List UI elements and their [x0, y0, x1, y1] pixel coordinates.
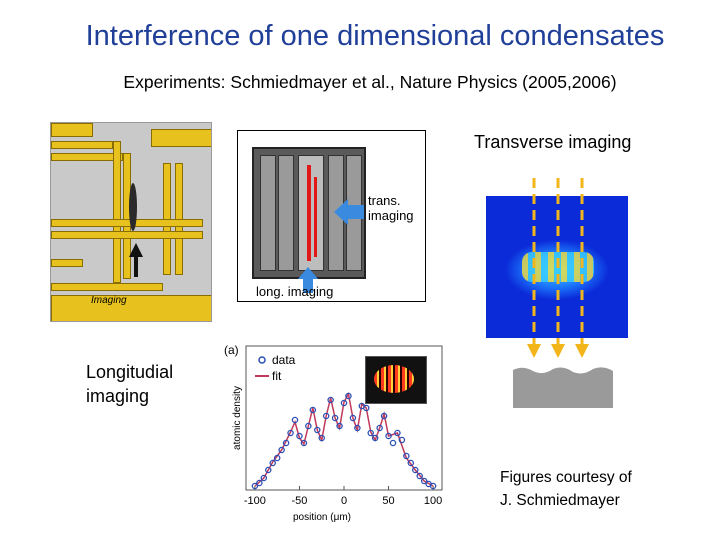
chip-wire	[113, 141, 121, 283]
panel-label: (a)	[224, 343, 239, 357]
legend-fit-label: fit	[272, 369, 282, 383]
slide-title: Interference of one dimensional condensa…	[85, 20, 665, 52]
longitudinal-fringe-inset	[365, 356, 427, 404]
density-profile-chart: (a) atomic density position (μm) -100 -50…	[224, 343, 443, 523]
data-point	[398, 436, 406, 444]
y-axis-label: atomic density	[232, 386, 243, 450]
data-point	[282, 439, 290, 447]
data-point	[336, 422, 343, 430]
data-point	[389, 439, 397, 447]
data-point	[318, 434, 325, 442]
data-point	[403, 452, 410, 460]
data-point	[327, 396, 334, 404]
data-point	[429, 482, 437, 490]
x-axis-label: position (μm)	[293, 512, 351, 523]
data-point	[287, 429, 294, 437]
x-tick-label: -50	[292, 495, 308, 507]
intensity-profile	[513, 365, 613, 408]
data-point	[376, 424, 383, 432]
legend-data-marker	[258, 356, 266, 364]
arrow-shaft	[348, 205, 364, 219]
data-point	[260, 474, 268, 482]
chip-wire	[51, 283, 163, 291]
data-point	[273, 454, 281, 462]
trans-label-line: imaging	[368, 208, 414, 223]
transverse-imaging-label: Transverse imaging	[474, 132, 632, 152]
credit-line: J. Schmiedmayer	[500, 492, 620, 509]
data-point	[314, 426, 321, 434]
imaging-beams	[527, 178, 589, 358]
fit-series-line	[254, 391, 434, 487]
data-point	[407, 459, 415, 467]
x-tick-label: 100	[424, 495, 442, 507]
data-point	[300, 439, 308, 447]
chip-wire	[51, 231, 203, 239]
data-point	[296, 432, 303, 440]
data-point	[322, 412, 330, 420]
data-point	[269, 459, 276, 467]
chip-wire	[51, 123, 93, 137]
data-point	[291, 416, 299, 424]
slide-subtitle: Experiments: Schmiedmayer et al., Nature…	[123, 72, 617, 92]
data-point	[420, 477, 428, 485]
data-point	[394, 429, 401, 437]
chip-wire	[51, 141, 113, 149]
arrow-shaft	[303, 279, 313, 293]
inset-fringes	[374, 365, 414, 393]
data-point	[256, 479, 263, 487]
condensate-line	[314, 177, 317, 257]
chip-imaging-label: Imaging	[91, 295, 127, 306]
x-tick-label: -100	[244, 495, 266, 507]
longitudinal-line: imaging	[86, 386, 150, 406]
chip-wire	[51, 295, 211, 321]
arrow-down-icon	[527, 344, 541, 358]
long-imaging-label: long. imaging	[256, 284, 334, 299]
condensate-line	[307, 165, 311, 261]
x-tick-label: 50	[382, 495, 394, 507]
data-point	[251, 482, 259, 490]
chart-legend: data fit	[255, 353, 296, 383]
data-point	[416, 472, 423, 480]
data-point	[371, 434, 379, 442]
trans-imaging-label: trans. imaging	[368, 193, 414, 223]
chip-wire	[51, 219, 203, 227]
data-point	[340, 399, 348, 407]
data-point	[265, 466, 272, 474]
trans-label-line: trans.	[368, 193, 401, 208]
arrow-up-icon	[129, 243, 143, 257]
longitudinal-line: Longitudial	[86, 362, 174, 382]
arrow-shaft	[134, 257, 138, 277]
arrow-down-icon	[551, 344, 565, 358]
atom-cloud	[129, 183, 137, 231]
chip-wire	[151, 129, 211, 147]
data-point	[380, 412, 388, 420]
atom-chip-figure: Imaging	[50, 122, 212, 322]
data-point	[349, 414, 357, 422]
data-point	[345, 392, 352, 400]
data-point	[331, 414, 339, 422]
data-point	[305, 422, 312, 430]
data-point	[412, 466, 419, 474]
data-point	[385, 432, 392, 440]
arrow-left-icon	[334, 199, 348, 225]
x-tick-label: 0	[341, 495, 347, 507]
credit-line: Figures courtesy of	[500, 469, 632, 486]
imaging-schematic: trans. imaging long. imaging	[237, 130, 426, 302]
chip-bar	[298, 155, 324, 271]
longitudinal-imaging-label: Longitudial imaging	[86, 360, 173, 408]
arrow-down-icon	[575, 344, 589, 358]
data-point	[354, 424, 361, 432]
chip-bar	[260, 155, 276, 271]
chip-wire	[51, 259, 83, 267]
arrow-up-icon	[298, 267, 318, 279]
figure-credit: Figures courtesy of J. Schmiedmayer	[500, 466, 632, 512]
chip-bar	[278, 155, 294, 271]
data-point	[367, 429, 374, 437]
data-point	[363, 404, 370, 412]
data-point	[278, 446, 285, 454]
data-point	[309, 406, 317, 414]
chip-wire	[51, 153, 123, 161]
legend-data-label: data	[272, 353, 296, 367]
